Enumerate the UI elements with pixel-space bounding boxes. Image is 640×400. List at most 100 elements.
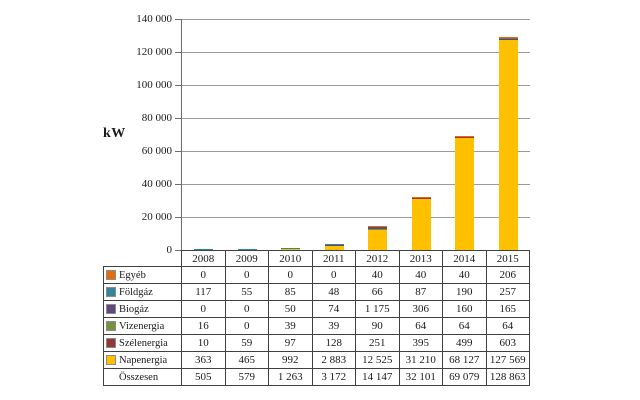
row-label-5: Szélenergia: [103, 335, 182, 352]
value-cell: 505: [182, 369, 226, 386]
year-header-2010: 2010: [269, 250, 313, 267]
value-cell: 165: [486, 301, 530, 318]
plot-area: [181, 19, 530, 250]
bar-2014: [455, 19, 475, 250]
gridline: [182, 19, 530, 20]
value-cell: 603: [486, 335, 530, 352]
y-tick-label: 20 000: [141, 211, 172, 223]
y-tick-label: 40 000: [141, 178, 172, 190]
value-cell: 579: [225, 369, 269, 386]
bar-segment-Szélenergia: [411, 197, 431, 199]
value-cell: 48: [312, 284, 356, 301]
bar-segment-Napenergia: [368, 229, 388, 250]
value-cell: 117: [182, 284, 226, 301]
year-header-2014: 2014: [443, 250, 487, 267]
value-cell: 87: [399, 284, 443, 301]
value-cell: 128 863: [486, 369, 530, 386]
bar-segment-Napenergia: [324, 245, 344, 250]
value-cell: 39: [269, 318, 313, 335]
series-label: Egyéb: [119, 269, 146, 281]
y-tick-label: 60 000: [141, 145, 172, 157]
legend-swatch: [106, 287, 116, 297]
gridline: [182, 217, 530, 218]
bar-segment-Napenergia: [411, 198, 431, 250]
year-header-2012: 2012: [356, 250, 400, 267]
gridline: [182, 118, 530, 119]
value-cell: 69 079: [443, 369, 487, 386]
y-tick-label: 140 000: [136, 13, 172, 25]
value-cell: 16: [182, 318, 226, 335]
value-cell: 55: [225, 284, 269, 301]
bar-segment-Szélenergia: [455, 136, 475, 138]
value-cell: 64: [443, 318, 487, 335]
y-tick-label: 120 000: [136, 46, 172, 58]
row-label-6: Napenergia: [103, 352, 182, 369]
y-tick-mark: [175, 217, 181, 218]
value-cell: 40: [443, 267, 487, 284]
value-cell: 66: [356, 284, 400, 301]
bar-segment-Napenergia: [237, 249, 257, 250]
bar-segment-Napenergia: [498, 39, 518, 250]
value-cell: 10: [182, 335, 226, 352]
value-cell: 74: [312, 301, 356, 318]
y-tick-mark: [175, 85, 181, 86]
year-header-2015: 2015: [486, 250, 530, 267]
gridline: [182, 151, 530, 152]
value-cell: 64: [486, 318, 530, 335]
value-cell: 1 175: [356, 301, 400, 318]
value-cell: 0: [269, 267, 313, 284]
value-cell: 97: [269, 335, 313, 352]
bar-2008: [194, 19, 214, 250]
series-label: Földgáz: [119, 286, 153, 298]
value-cell: 127 569: [486, 352, 530, 369]
value-cell: 3 172: [312, 369, 356, 386]
value-cell: 68 127: [443, 352, 487, 369]
legend-swatch: [106, 321, 116, 331]
value-cell: 0: [225, 318, 269, 335]
y-tick-mark: [175, 184, 181, 185]
bar-2010: [281, 19, 301, 250]
value-cell: 40: [356, 267, 400, 284]
gridline: [182, 85, 530, 86]
value-cell: 12 525: [356, 352, 400, 369]
value-cell: 14 147: [356, 369, 400, 386]
value-cell: 50: [269, 301, 313, 318]
series-label: Biogáz: [119, 303, 149, 315]
value-cell: 190: [443, 284, 487, 301]
value-cell: 31 210: [399, 352, 443, 369]
value-cell: 0: [312, 267, 356, 284]
value-cell: 32 101: [399, 369, 443, 386]
value-cell: 206: [486, 267, 530, 284]
data-table: 2008 2009 2010 2011 2012 2013 2014 2015 Egyéb 0 0 0…: [103, 250, 530, 386]
value-cell: 992: [269, 352, 313, 369]
bar-segment-Szélenergia: [498, 38, 518, 40]
bar-segment-Napenergia: [281, 248, 301, 250]
series-label: Vizenergia: [119, 320, 165, 332]
value-cell: 128: [312, 335, 356, 352]
row-label-2: Földgáz: [103, 284, 182, 301]
value-cell: 59: [225, 335, 269, 352]
row-label-4: Vizenergia: [103, 318, 182, 335]
year-header-2009: 2009: [225, 250, 269, 267]
bar-2012: [368, 19, 388, 250]
series-label: Szélenergia: [119, 337, 168, 349]
value-cell: 499: [443, 335, 487, 352]
y-tick-mark: [175, 52, 181, 53]
value-cell: 0: [182, 301, 226, 318]
value-cell: 90: [356, 318, 400, 335]
series-label: Napenergia: [119, 354, 168, 366]
value-cell: 2 883: [312, 352, 356, 369]
legend-swatch: [106, 338, 116, 348]
value-cell: 363: [182, 352, 226, 369]
row-label-3: Biogáz: [103, 301, 182, 318]
table-corner-cell: [103, 250, 182, 267]
value-cell: 85: [269, 284, 313, 301]
bar-2009: [237, 19, 257, 250]
bar-2013: [411, 19, 431, 250]
series-label: Összesen: [119, 371, 159, 383]
y-tick-label: 80 000: [141, 112, 172, 124]
value-cell: 306: [399, 301, 443, 318]
year-header-2011: 2011: [312, 250, 356, 267]
year-header-2008: 2008: [182, 250, 226, 267]
